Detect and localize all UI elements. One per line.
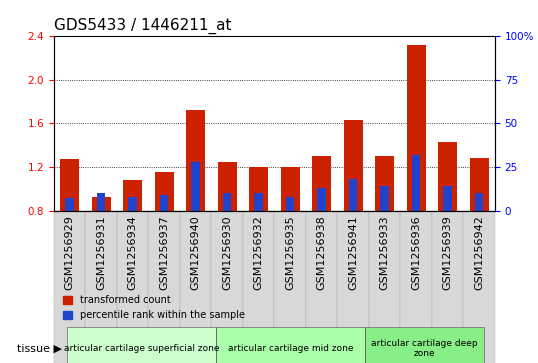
Bar <box>154 172 174 211</box>
Bar <box>438 142 457 211</box>
Bar <box>86 211 117 363</box>
Bar <box>218 162 237 211</box>
Text: articular cartilage deep
zone: articular cartilage deep zone <box>371 339 478 358</box>
Bar <box>306 211 337 363</box>
FancyBboxPatch shape <box>365 327 484 363</box>
Bar <box>54 211 86 363</box>
Bar <box>148 211 180 363</box>
Text: articular cartilage superficial zone: articular cartilage superficial zone <box>64 344 220 353</box>
Legend: transformed count, percentile rank within the sample: transformed count, percentile rank withi… <box>59 291 249 324</box>
Bar <box>443 186 452 211</box>
Bar <box>380 186 389 211</box>
Bar <box>129 197 137 211</box>
Text: GDS5433 / 1446211_at: GDS5433 / 1446211_at <box>54 17 231 33</box>
Bar <box>349 179 357 211</box>
Bar <box>286 197 294 211</box>
FancyBboxPatch shape <box>67 327 216 363</box>
Bar <box>432 211 463 363</box>
Bar <box>186 110 205 211</box>
Text: tissue ▶: tissue ▶ <box>17 343 62 354</box>
Bar <box>337 211 369 363</box>
Bar <box>344 120 363 211</box>
Bar <box>211 211 243 363</box>
Bar <box>243 211 274 363</box>
Bar <box>475 193 484 211</box>
Bar <box>223 193 231 211</box>
Bar <box>180 211 211 363</box>
Bar <box>317 188 326 211</box>
Bar <box>375 156 394 211</box>
Bar <box>91 197 110 211</box>
Bar <box>60 159 79 211</box>
Bar <box>400 211 432 363</box>
Bar <box>470 158 489 211</box>
Bar <box>123 180 142 211</box>
Bar <box>97 193 105 211</box>
Bar <box>463 211 495 363</box>
Bar <box>281 167 300 211</box>
Bar <box>407 45 426 211</box>
Text: articular cartilage mid zone: articular cartilage mid zone <box>228 344 353 353</box>
FancyBboxPatch shape <box>216 327 365 363</box>
Bar <box>412 155 420 211</box>
Bar <box>274 211 306 363</box>
Bar <box>249 167 268 211</box>
Bar <box>192 162 200 211</box>
Bar <box>160 195 168 211</box>
Bar <box>312 156 331 211</box>
Bar <box>369 211 400 363</box>
Bar <box>254 193 263 211</box>
Bar <box>117 211 148 363</box>
Bar <box>65 198 74 211</box>
